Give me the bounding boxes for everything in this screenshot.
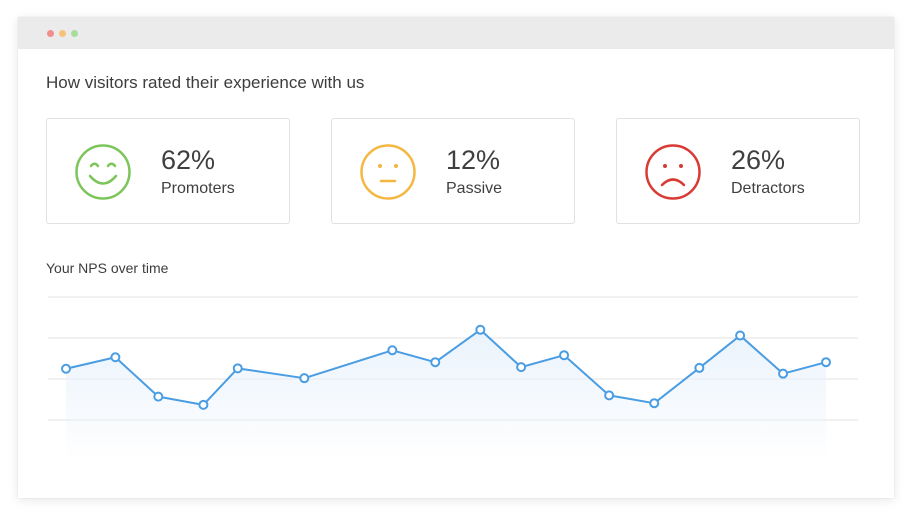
passive-label: Passive [446, 180, 503, 197]
maximize-window-button[interactable] [71, 30, 78, 37]
chart-data-point[interactable] [516, 362, 527, 373]
chart-data-point[interactable] [430, 357, 441, 368]
promoters-label: Promoters [161, 180, 235, 197]
promoters-card: 62% Promoters [46, 118, 290, 224]
chart-title: Your NPS over time [46, 260, 169, 276]
detractors-label: Detractors [731, 180, 805, 197]
detractors-card: 26% Detractors [616, 118, 860, 224]
chart-data-point[interactable] [604, 390, 615, 401]
nps-chart [48, 296, 858, 461]
smiling-face-icon [75, 144, 131, 200]
passive-percent: 12% [446, 145, 501, 175]
chart-data-point[interactable] [649, 398, 660, 409]
chart-data-point[interactable] [153, 391, 164, 402]
chart-data-point[interactable] [198, 399, 209, 410]
promoters-percent: 62% [161, 145, 216, 175]
chart-data-point[interactable] [475, 324, 486, 335]
chart-data-point[interactable] [232, 363, 243, 374]
frowning-face-icon [645, 144, 701, 200]
close-window-button[interactable] [47, 30, 54, 37]
detractors-percent: 26% [731, 145, 786, 175]
chart-data-point[interactable] [559, 350, 570, 361]
app-window: How visitors rated their experience with… [18, 17, 894, 498]
chart-data-point[interactable] [821, 357, 831, 368]
window-titlebar [18, 17, 894, 49]
chart-data-point[interactable] [299, 373, 310, 384]
chart-data-point[interactable] [778, 368, 789, 379]
passive-card: 12% Passive [331, 118, 575, 224]
chart-data-point[interactable] [61, 363, 71, 374]
chart-area-fill [66, 329, 826, 461]
chart-data-point[interactable] [735, 330, 746, 341]
chart-data-point[interactable] [387, 345, 398, 356]
neutral-face-icon [360, 144, 416, 200]
chart-data-point[interactable] [110, 352, 121, 363]
minimize-window-button[interactable] [59, 30, 66, 37]
chart-data-point[interactable] [694, 362, 705, 373]
page-title: How visitors rated their experience with… [46, 73, 365, 92]
